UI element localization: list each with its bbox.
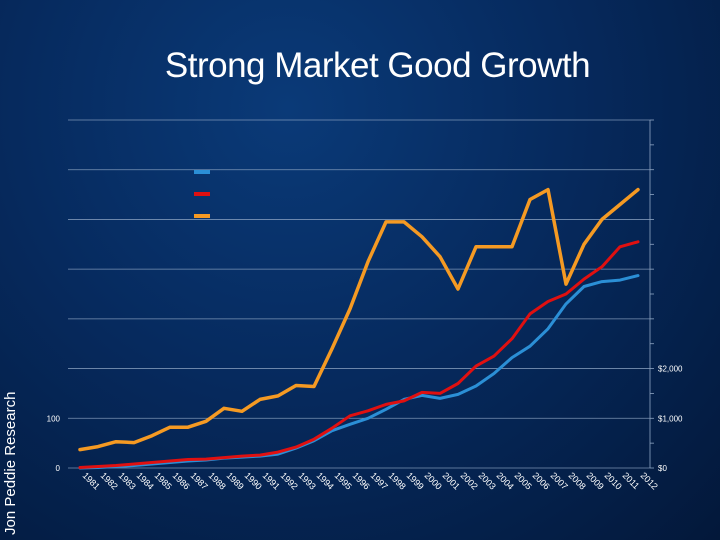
x-tick-label: 1986 [171,470,192,491]
x-tick-label: 2002 [459,470,480,491]
left-axis-label: 0 [56,464,61,473]
x-tick-label: 1989 [225,470,246,491]
right-axis-label: $0 [658,464,667,473]
chart-title: Strong Market Good Growth [164,46,591,85]
x-tick-label: 1993 [297,470,318,491]
x-tick-label: 2005 [513,470,534,491]
right-axis-label: $2,000 [658,365,683,374]
right-axis-label: $1,000 [658,414,683,423]
x-tick-label: 2000 [423,470,444,491]
series-line-price [78,187,640,452]
x-tick-label: 1983 [117,470,138,491]
x-tick-label: 1997 [369,470,390,491]
x-tick-label: 1982 [99,470,120,491]
x-tick-label: 2011 [621,470,642,491]
left-axis-label: 100 [47,414,61,423]
x-tick-label: 2006 [531,470,552,491]
x-tick-label: 1999 [405,470,426,491]
x-tick-label: 1990 [243,470,264,491]
source-label: Jon Peddie Research [2,391,19,535]
series-lines [78,187,640,470]
x-tick-label: 1998 [387,470,408,491]
x-tick-label: 2012 [639,470,660,491]
series-line-revenue [78,240,640,469]
grid-lines [68,119,654,469]
x-tick-label: 1992 [279,470,300,491]
x-tick-label: 1994 [315,470,336,491]
x-tick-label: 1991 [261,470,282,491]
x-tick-label: 1988 [207,470,228,491]
x-tick-label: 1987 [189,470,210,491]
x-tick-label: 2010 [603,470,624,491]
x-tick-label: 2008 [567,470,588,491]
x-tick-label: 2009 [585,470,606,491]
x-tick-label: 2004 [495,470,516,491]
x-tick-label: 1995 [333,470,354,491]
x-tick-label: 1981 [81,470,102,491]
series-line-units [78,274,640,470]
x-tick-label: 1984 [135,470,156,491]
x-tick-label: 2003 [477,470,498,491]
x-tick-label: 1996 [351,470,372,491]
axis-ticks: 1981198219831984198519861987198819891990… [47,365,683,492]
x-tick-label: 2007 [549,470,570,491]
x-tick-label: 1985 [153,470,174,491]
x-tick-label: 2001 [441,470,462,491]
legend [194,170,210,218]
